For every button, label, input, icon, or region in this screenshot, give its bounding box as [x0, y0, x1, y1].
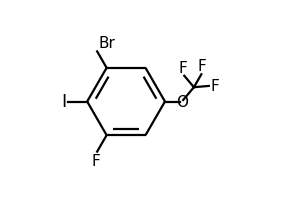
Text: F: F — [197, 59, 206, 74]
Text: F: F — [210, 79, 219, 94]
Text: O: O — [176, 94, 188, 110]
Text: I: I — [61, 93, 67, 111]
Text: Br: Br — [98, 36, 115, 51]
Text: F: F — [92, 153, 100, 168]
Text: F: F — [179, 60, 188, 75]
